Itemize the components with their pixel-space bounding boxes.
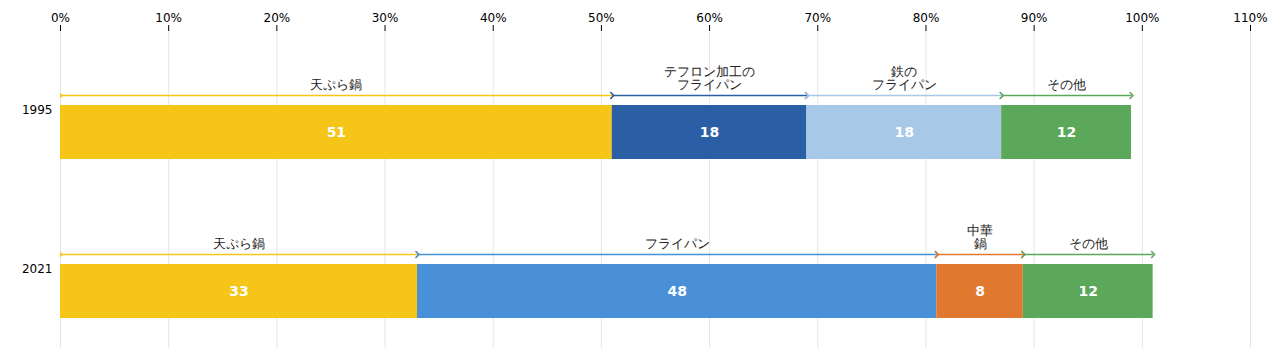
svg-text:18: 18	[895, 124, 914, 140]
svg-text:8: 8	[975, 283, 985, 299]
svg-text:20%: 20%	[264, 11, 291, 25]
svg-text:フライパン: フライパン	[645, 236, 710, 251]
svg-text:12: 12	[1078, 283, 1097, 299]
svg-text:その他: その他	[1069, 236, 1108, 251]
svg-text:その他: その他	[1047, 77, 1086, 92]
svg-text:テフロン加工のフライパン: テフロン加工のフライパン	[664, 64, 755, 92]
svg-text:天ぷら鍋: 天ぷら鍋	[310, 77, 362, 92]
svg-text:12: 12	[1057, 124, 1076, 140]
svg-text:0%: 0%	[51, 11, 70, 25]
svg-text:48: 48	[667, 283, 686, 299]
svg-text:40%: 40%	[480, 11, 507, 25]
svg-text:10%: 10%	[155, 11, 182, 25]
svg-text:鉄のフライパン: 鉄のフライパン	[872, 64, 937, 92]
svg-text:70%: 70%	[804, 11, 831, 25]
svg-text:51: 51	[327, 124, 346, 140]
svg-text:18: 18	[700, 124, 719, 140]
svg-text:天ぷら鍋: 天ぷら鍋	[213, 236, 265, 251]
svg-text:33: 33	[229, 283, 248, 299]
svg-text:90%: 90%	[1021, 11, 1048, 25]
svg-text:30%: 30%	[372, 11, 399, 25]
svg-text:60%: 60%	[696, 11, 723, 25]
svg-text:80%: 80%	[913, 11, 940, 25]
svg-text:50%: 50%	[588, 11, 615, 25]
svg-text:110%: 110%	[1233, 11, 1267, 25]
svg-text:100%: 100%	[1125, 11, 1159, 25]
svg-text:2021: 2021	[22, 262, 53, 276]
svg-text:1995: 1995	[22, 103, 53, 117]
svg-text:中華鍋: 中華鍋	[967, 223, 993, 251]
